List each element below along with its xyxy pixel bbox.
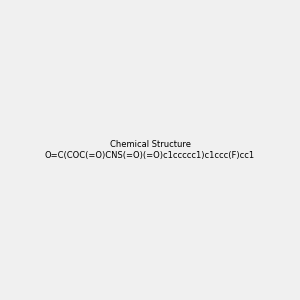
Text: Chemical Structure
O=C(COC(=O)CNS(=O)(=O)c1ccccc1)c1ccc(F)cc1: Chemical Structure O=C(COC(=O)CNS(=O)(=O… bbox=[45, 140, 255, 160]
